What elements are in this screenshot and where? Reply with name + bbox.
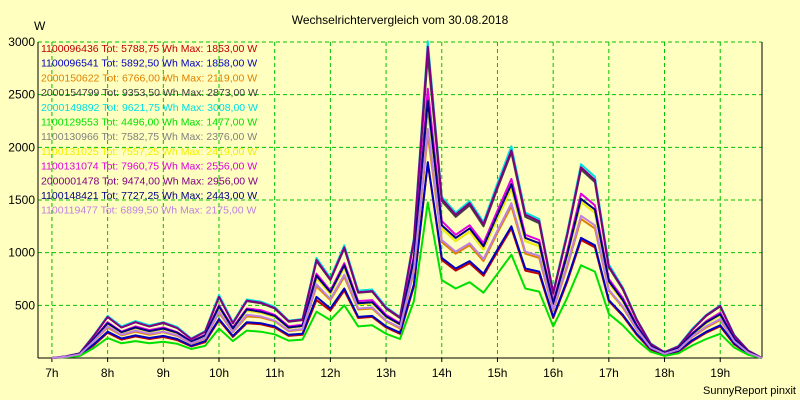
y-axis-unit: W — [34, 19, 46, 33]
y-tick-label: 500 — [15, 298, 35, 312]
y-tick-label: 3000 — [8, 35, 35, 49]
axes: 500 1000 1500 2000 2500 3000 7h 8h 9h 10h 11h 12h 13… — [8, 35, 763, 380]
x-tick-label: 13h — [376, 366, 396, 380]
x-tick-label: 18h — [655, 366, 675, 380]
y-tick-label: 1000 — [8, 246, 35, 260]
series-lines — [51, 40, 763, 359]
series-line-1100129553 — [51, 201, 763, 359]
x-tick-label: 15h — [487, 366, 507, 380]
legend-entry-1100129553: 1100129553 Tot: 4496,00 Wh Max: 1477,00 … — [41, 117, 257, 129]
x-tick-label: 19h — [710, 366, 730, 380]
y-tick-label: 2500 — [8, 88, 35, 102]
legend-entry-1100119477: 1100119477 Tot: 6899,50 Wh Max: 2175,00 … — [41, 205, 256, 217]
legend-entry-2000150622: 2000150622 Tot: 6766,00 Wh Max: 2119,00 … — [41, 72, 257, 84]
y-tick-label: 2000 — [8, 140, 35, 154]
x-tick-label: 17h — [599, 366, 619, 380]
legend-entry-1100130966: 1100130966 Tot: 7582,75 Wh Max: 2376,00 … — [41, 131, 257, 143]
x-tick-label: 16h — [543, 366, 563, 380]
grid — [38, 41, 762, 358]
series-line-1100119477 — [51, 127, 763, 359]
x-tick-label: 8h — [101, 366, 114, 380]
legend-entry-2000149892: 2000149892 Tot: 9621,75 Wh Max: 3008,00 … — [41, 102, 258, 114]
footer-text: SunnyReport pinxit — [703, 385, 796, 397]
legend-entry-2000001478: 2000001478 Tot: 9474,00 Wh Max: 2956,00 … — [41, 175, 258, 187]
legend-entry-1100148421: 1100148421 Tot: 7727,25 Wh Max: 2443,00 … — [41, 190, 257, 202]
x-tick-label: 12h — [320, 366, 340, 380]
chart-title: Wechselrichtervergleich vom 30.08.2018 — [292, 13, 509, 27]
y-tick-label: 1500 — [8, 193, 35, 207]
legend: 1100096436 Tot: 5788,75 Wh Max: 1853,00 … — [41, 43, 258, 217]
x-tick-label: 14h — [432, 366, 452, 380]
series-line-1100096541 — [51, 161, 763, 359]
series-line-2000001478 — [51, 45, 763, 359]
x-tick-label: 10h — [209, 366, 229, 380]
x-tick-label: 11h — [265, 366, 284, 380]
x-tick-label: 9h — [157, 366, 170, 380]
legend-entry-1100131025: 1100131025 Tot: 7557,25 Wh Max: 2419,00 … — [41, 146, 257, 158]
legend-entry-1100131074: 1100131074 Tot: 7960,75 Wh Max: 2556,00 … — [41, 161, 257, 173]
legend-entry-1100096541: 1100096541 Tot: 5892,50 Wh Max: 1858,00 … — [41, 58, 257, 70]
legend-entry-1100096436: 1100096436 Tot: 5788,75 Wh Max: 1853,00 … — [41, 43, 257, 55]
x-tick-label: 7h — [45, 366, 58, 380]
legend-entry-2000154799: 2000154799 Tot: 9353,50 Wh Max: 2873,00 … — [41, 87, 258, 99]
series-line-1100148421 — [51, 99, 763, 359]
